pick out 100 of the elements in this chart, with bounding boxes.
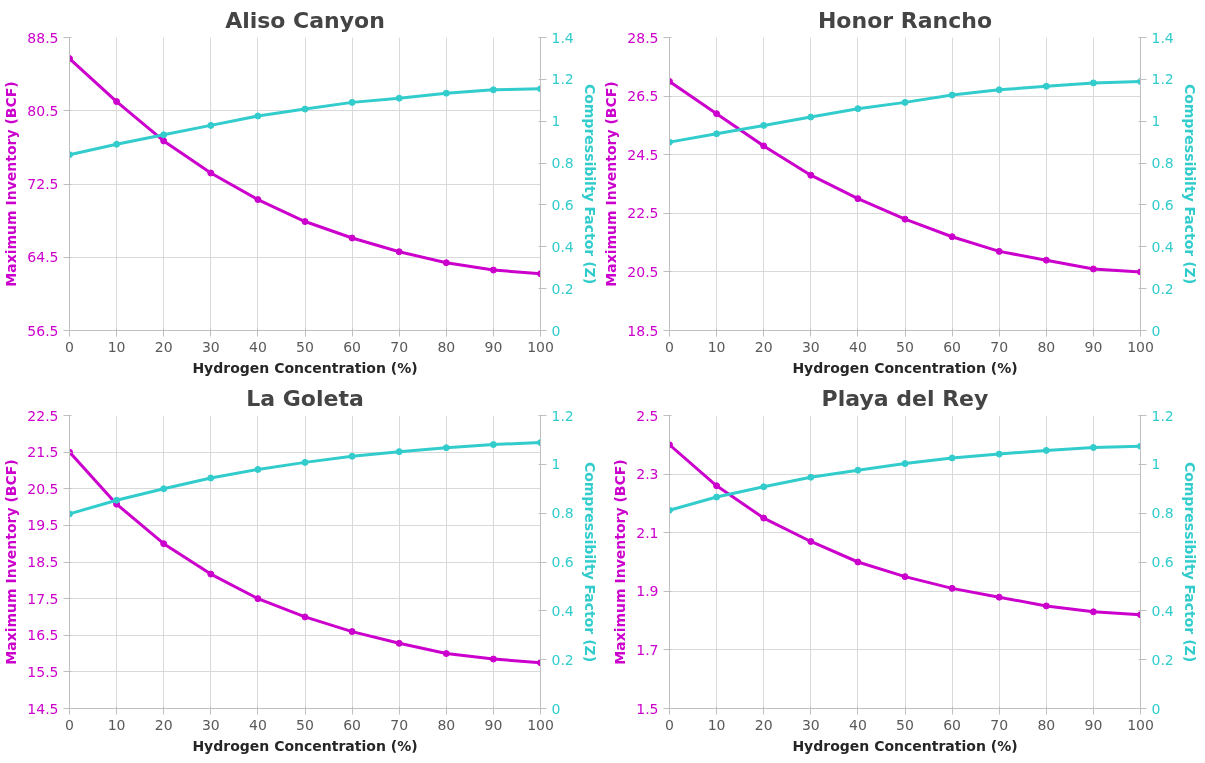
chart-title: Playa del Rey <box>821 385 989 411</box>
x-tick-label: 70 <box>390 716 409 733</box>
y2-tick-label: 0.2 <box>1151 280 1174 297</box>
y2-tick-label: 0.6 <box>1151 196 1174 213</box>
x-tick-label: 40 <box>248 338 267 355</box>
y-axis-title: Maximum Inventory (BCF) <box>3 459 20 665</box>
x-tick-label: 30 <box>201 338 220 355</box>
y2-tick-label: 0.8 <box>1151 155 1174 172</box>
x-tick-label: 90 <box>484 716 503 733</box>
x-tick-label: 40 <box>248 716 267 733</box>
y2-tick-label: 0.2 <box>1151 651 1174 668</box>
y-tick-label: 20.5 <box>27 480 59 497</box>
y-tick-label: 19.5 <box>27 517 59 534</box>
y2-tick-label: 0.4 <box>551 238 574 255</box>
y-axis-title: Maximum Inventory (BCF) <box>3 81 20 287</box>
x-tick-label: 10 <box>707 338 726 355</box>
y-tick-label: 2.1 <box>636 524 659 541</box>
y-tick-label: 21.5 <box>27 444 59 461</box>
y-tick-label: 17.5 <box>27 590 59 607</box>
x-tick-label: 50 <box>296 716 314 733</box>
y-tick-label: 22.5 <box>27 407 59 424</box>
y2-tick-label: 1 <box>551 456 561 473</box>
y-tick-label: 18.5 <box>627 322 659 339</box>
x-tick-label: 0 <box>65 716 74 733</box>
y2-tick-label: 0 <box>1151 322 1161 339</box>
x-tick-label: 20 <box>154 716 173 733</box>
y2-tick-label: 0.8 <box>551 505 574 522</box>
y2-tick-label: 1 <box>1151 113 1161 130</box>
x-tick-label: 50 <box>896 338 914 355</box>
chart-title: La Goleta <box>246 385 364 411</box>
y-tick-label: 56.5 <box>27 322 59 339</box>
x-tick-label: 0 <box>65 338 74 355</box>
y-tick-label: 28.5 <box>627 29 659 46</box>
x-tick-label: 90 <box>1084 338 1103 355</box>
x-tick-label: 60 <box>943 338 962 355</box>
x-axis-title: Hydrogen Concentration (%) <box>792 359 1018 376</box>
y-tick-label: 80.5 <box>27 102 59 119</box>
x-tick-label: 100 <box>1127 716 1154 733</box>
x-tick-label: 80 <box>1037 716 1056 733</box>
x-tick-label: 10 <box>107 338 126 355</box>
y-tick-label: 22.5 <box>627 205 659 222</box>
y2-tick-label: 0.2 <box>551 651 574 668</box>
y2-tick-label: 0 <box>1151 700 1161 717</box>
x-tick-label: 40 <box>848 716 867 733</box>
x-tick-label: 60 <box>943 716 962 733</box>
y-axis-title: Maximum Inventory (BCF) <box>612 459 629 665</box>
y-tick-label: 1.7 <box>636 641 659 658</box>
y2-axis-title: Compressibilty Factor (Z) <box>1181 461 1198 663</box>
x-tick-label: 30 <box>801 338 820 355</box>
x-tick-label: 20 <box>754 716 773 733</box>
y2-tick-label: 0.6 <box>551 196 574 213</box>
x-tick-label: 70 <box>990 338 1009 355</box>
x-tick-label: 70 <box>390 338 409 355</box>
chart-title: Aliso Canyon <box>225 7 385 33</box>
y-tick-label: 88.5 <box>27 29 59 46</box>
x-tick-label: 10 <box>707 716 726 733</box>
x-tick-label: 80 <box>437 338 456 355</box>
y2-tick-label: 0.2 <box>551 280 574 297</box>
y2-axis-title: Compressibilty Factor (Z) <box>581 461 598 663</box>
x-tick-label: 100 <box>1127 338 1154 355</box>
y2-tick-label: 0.8 <box>1151 505 1174 522</box>
x-tick-label: 20 <box>754 338 773 355</box>
y2-tick-label: 0.8 <box>551 155 574 172</box>
y-tick-label: 2.5 <box>636 407 659 424</box>
y2-tick-label: 1.2 <box>1151 407 1174 424</box>
y-tick-label: 14.5 <box>27 700 59 717</box>
y-tick-label: 72.5 <box>27 176 59 192</box>
x-axis-title: Hydrogen Concentration (%) <box>192 737 418 754</box>
x-tick-label: 40 <box>848 338 867 355</box>
y2-tick-label: 1.4 <box>1151 29 1174 46</box>
x-tick-label: 80 <box>1037 338 1056 355</box>
y-tick-label: 15.5 <box>27 663 59 680</box>
y-tick-label: 16.5 <box>27 627 59 644</box>
y-tick-label: 24.5 <box>627 146 659 163</box>
y2-tick-label: 1.4 <box>551 29 574 46</box>
x-tick-label: 70 <box>990 716 1009 733</box>
x-tick-label: 50 <box>896 716 914 733</box>
y-tick-label: 18.5 <box>27 554 59 570</box>
x-tick-label: 30 <box>201 716 220 733</box>
x-tick-label: 90 <box>484 338 503 355</box>
y-tick-label: 1.9 <box>636 583 659 600</box>
y2-tick-label: 1.2 <box>551 71 574 88</box>
y2-tick-label: 0 <box>551 322 561 339</box>
y2-tick-label: 0 <box>551 700 561 717</box>
y-tick-label: 1.5 <box>636 700 659 717</box>
x-tick-label: 80 <box>437 716 456 733</box>
y2-tick-label: 0.6 <box>551 554 574 570</box>
x-tick-label: 10 <box>107 716 126 733</box>
y2-tick-label: 1 <box>1151 456 1161 473</box>
x-tick-label: 100 <box>527 338 554 355</box>
x-tick-label: 60 <box>343 338 362 355</box>
x-tick-label: 50 <box>296 338 314 355</box>
y2-axis-title: Compressibilty Factor (Z) <box>581 83 598 285</box>
x-tick-label: 20 <box>154 338 173 355</box>
y2-tick-label: 0.6 <box>1151 554 1174 570</box>
chart-title: Honor Rancho <box>817 7 993 33</box>
x-tick-label: 30 <box>801 716 820 733</box>
y-tick-label: 64.5 <box>27 249 59 266</box>
y-axis-title: Maximum Inventory (BCF) <box>603 81 620 287</box>
x-tick-label: 0 <box>665 716 674 733</box>
